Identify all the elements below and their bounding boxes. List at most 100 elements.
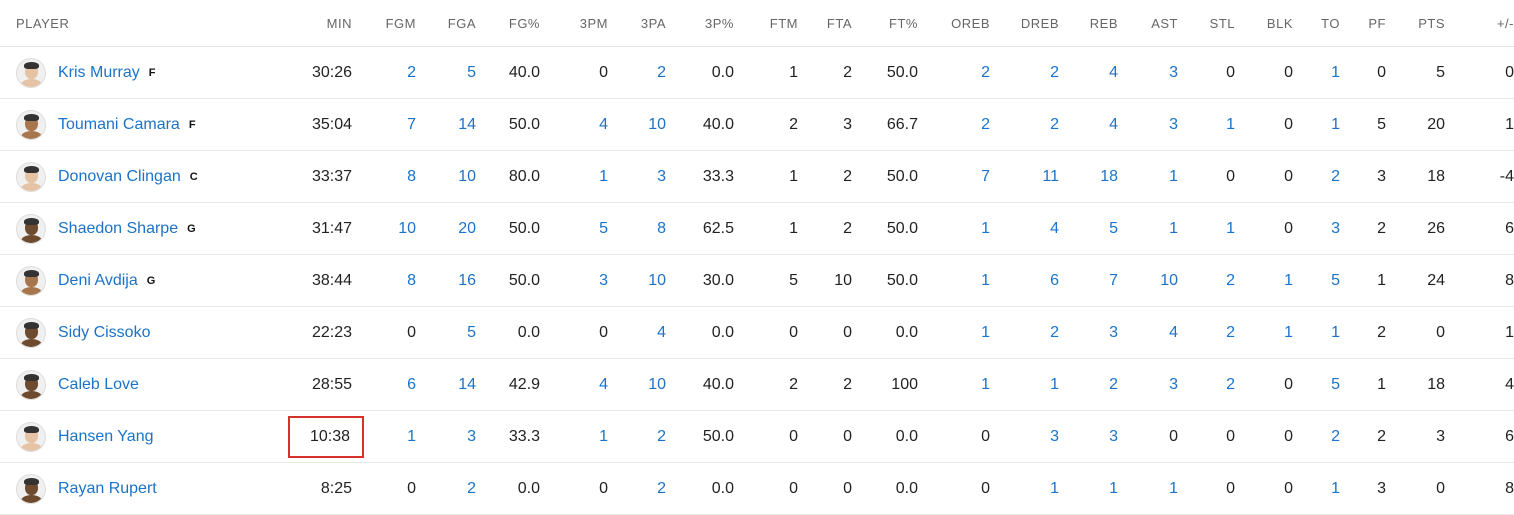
stat-3pm[interactable]: 1 xyxy=(540,410,608,463)
player-name-link[interactable]: Donovan Clingan xyxy=(58,167,181,185)
stat-stl[interactable]: 2 xyxy=(1178,306,1235,359)
stat-fgm[interactable]: 10 xyxy=(352,202,416,255)
stat-reb[interactable]: 3 xyxy=(1059,410,1118,463)
stat-stl[interactable]: 1 xyxy=(1178,202,1235,255)
stat-fga[interactable]: 2 xyxy=(416,462,476,515)
stat-blk[interactable]: 1 xyxy=(1235,306,1293,359)
stat-fga[interactable]: 5 xyxy=(416,306,476,359)
stat-reb[interactable]: 3 xyxy=(1059,306,1118,359)
column-header-ftm[interactable]: FTM xyxy=(734,0,798,47)
stat-dreb[interactable]: 1 xyxy=(990,462,1059,515)
column-header-ast[interactable]: AST xyxy=(1118,0,1178,47)
column-header-stl[interactable]: STL xyxy=(1178,0,1235,47)
player-avatar[interactable] xyxy=(16,213,46,244)
stat-to[interactable]: 2 xyxy=(1293,150,1340,203)
stat-blk[interactable]: 1 xyxy=(1235,254,1293,307)
stat-to[interactable]: 5 xyxy=(1293,254,1340,307)
player-name-link[interactable]: Kris Murray xyxy=(58,63,140,81)
column-header-3pm[interactable]: 3PM xyxy=(540,0,608,47)
stat-dreb[interactable]: 6 xyxy=(990,254,1059,307)
stat-ast[interactable]: 1 xyxy=(1118,202,1178,255)
stat-3pa[interactable]: 10 xyxy=(608,254,666,307)
column-header-fg[interactable]: FG% xyxy=(476,0,540,47)
stat-to[interactable]: 5 xyxy=(1293,358,1340,411)
stat-reb[interactable]: 5 xyxy=(1059,202,1118,255)
column-header-dreb[interactable]: DREB xyxy=(990,0,1059,47)
stat-ast[interactable]: 4 xyxy=(1118,306,1178,359)
stat-3pa[interactable]: 3 xyxy=(608,150,666,203)
stat-3pa[interactable]: 10 xyxy=(608,98,666,151)
column-header-3pa[interactable]: 3PA xyxy=(608,0,666,47)
stat-oreb[interactable]: 2 xyxy=(918,98,990,151)
stat-fgm[interactable]: 1 xyxy=(352,410,416,463)
player-avatar[interactable] xyxy=(16,109,46,140)
stat-fgm[interactable]: 8 xyxy=(352,254,416,307)
stat-3pa[interactable]: 10 xyxy=(608,358,666,411)
column-header-min[interactable]: MIN xyxy=(216,0,352,47)
player-avatar[interactable] xyxy=(16,421,46,452)
column-header-3p[interactable]: 3P% xyxy=(666,0,734,47)
stat-to[interactable]: 1 xyxy=(1293,462,1340,515)
stat-3pa[interactable]: 4 xyxy=(608,306,666,359)
column-header-pf[interactable]: PF xyxy=(1340,0,1386,47)
stat-ast[interactable]: 3 xyxy=(1118,358,1178,411)
player-avatar[interactable] xyxy=(16,161,46,192)
stat-fga[interactable]: 20 xyxy=(416,202,476,255)
stat-to[interactable]: 1 xyxy=(1293,98,1340,151)
column-header-pts[interactable]: PTS xyxy=(1386,0,1445,47)
stat-dreb[interactable]: 11 xyxy=(990,150,1059,203)
stat-oreb[interactable]: 1 xyxy=(918,358,990,411)
stat-dreb[interactable]: 1 xyxy=(990,358,1059,411)
stat-ast[interactable]: 10 xyxy=(1118,254,1178,307)
stat-reb[interactable]: 18 xyxy=(1059,150,1118,203)
stat-fga[interactable]: 14 xyxy=(416,358,476,411)
player-avatar[interactable] xyxy=(16,369,46,400)
player-name-link[interactable]: Hansen Yang xyxy=(58,427,154,445)
stat-fga[interactable]: 10 xyxy=(416,150,476,203)
column-header-fgm[interactable]: FGM xyxy=(352,0,416,47)
stat-fgm[interactable]: 8 xyxy=(352,150,416,203)
column-header-fta[interactable]: FTA xyxy=(798,0,852,47)
stat-reb[interactable]: 2 xyxy=(1059,358,1118,411)
stat-oreb[interactable]: 1 xyxy=(918,254,990,307)
stat-to[interactable]: 1 xyxy=(1293,306,1340,359)
stat-dreb[interactable]: 4 xyxy=(990,202,1059,255)
stat-fgm[interactable]: 2 xyxy=(352,46,416,99)
player-avatar[interactable] xyxy=(16,317,46,348)
column-header-reb[interactable]: REB xyxy=(1059,0,1118,47)
stat-3pa[interactable]: 2 xyxy=(608,410,666,463)
stat-reb[interactable]: 1 xyxy=(1059,462,1118,515)
stat-3pm[interactable]: 4 xyxy=(540,358,608,411)
player-name-link[interactable]: Toumani Camara xyxy=(58,115,180,133)
column-header-to[interactable]: TO xyxy=(1293,0,1340,47)
player-avatar[interactable] xyxy=(16,265,46,296)
stat-oreb[interactable]: 2 xyxy=(918,46,990,99)
stat-to[interactable]: 1 xyxy=(1293,46,1340,99)
stat-fga[interactable]: 5 xyxy=(416,46,476,99)
player-avatar[interactable] xyxy=(16,57,46,88)
stat-reb[interactable]: 4 xyxy=(1059,98,1118,151)
stat-to[interactable]: 2 xyxy=(1293,410,1340,463)
stat-3pm[interactable]: 5 xyxy=(540,202,608,255)
stat-dreb[interactable]: 2 xyxy=(990,98,1059,151)
stat-3pm[interactable]: 4 xyxy=(540,98,608,151)
stat-fga[interactable]: 16 xyxy=(416,254,476,307)
player-avatar[interactable] xyxy=(16,473,46,504)
stat-fgm[interactable]: 7 xyxy=(352,98,416,151)
stat-3pa[interactable]: 2 xyxy=(608,462,666,515)
stat-3pa[interactable]: 8 xyxy=(608,202,666,255)
player-name-link[interactable]: Deni Avdija xyxy=(58,271,138,289)
stat-dreb[interactable]: 2 xyxy=(990,306,1059,359)
stat-dreb[interactable]: 2 xyxy=(990,46,1059,99)
stat-reb[interactable]: 7 xyxy=(1059,254,1118,307)
stat-oreb[interactable]: 7 xyxy=(918,150,990,203)
stat-fga[interactable]: 3 xyxy=(416,410,476,463)
column-header-ft[interactable]: FT% xyxy=(852,0,918,47)
player-name-link[interactable]: Caleb Love xyxy=(58,375,139,393)
stat-stl[interactable]: 2 xyxy=(1178,358,1235,411)
stat-fgm[interactable]: 6 xyxy=(352,358,416,411)
column-header-fga[interactable]: FGA xyxy=(416,0,476,47)
player-name-link[interactable]: Rayan Rupert xyxy=(58,479,157,497)
stat-ast[interactable]: 3 xyxy=(1118,98,1178,151)
player-name-link[interactable]: Shaedon Sharpe xyxy=(58,219,179,237)
